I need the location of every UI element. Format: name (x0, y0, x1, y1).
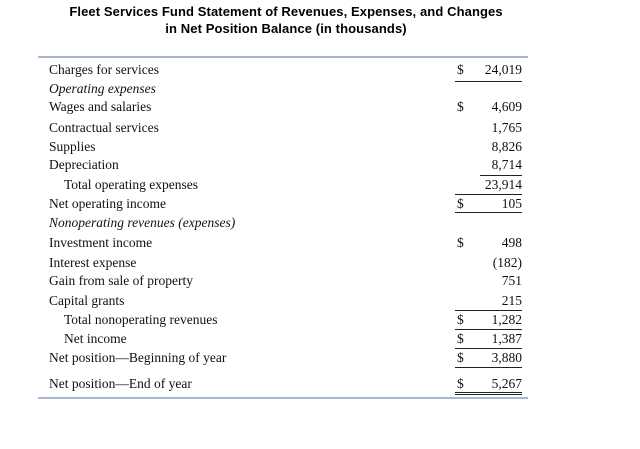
value-underline (455, 348, 522, 349)
row-label: Charges for services (49, 62, 159, 77)
dollar-sign: $ (457, 99, 464, 114)
dollar-sign: $ (457, 196, 464, 211)
value-underline (455, 329, 522, 330)
row-value: 215 (501, 293, 522, 308)
row-value: 1,765 (491, 120, 522, 135)
value-underline (455, 310, 522, 311)
value-double-underline (455, 394, 522, 395)
table-row: Wages and salaries $ 4,609 (0, 99, 640, 117)
table-row: Net income $ 1,387 (0, 331, 640, 349)
row-value: 5,267 (491, 376, 522, 391)
dollar-sign: $ (457, 331, 464, 346)
table-row: Gain from sale of property 751 (0, 273, 640, 291)
row-value: 1,387 (491, 331, 522, 346)
row-label: Wages and salaries (49, 99, 152, 114)
row-label: Net position—Beginning of year (49, 350, 227, 365)
row-label: Interest expense (49, 255, 137, 270)
statement-title-line-1: Fleet Services Fund Statement of Revenue… (69, 4, 503, 19)
row-label: Gain from sale of property (49, 273, 193, 288)
row-value: 24,019 (484, 62, 522, 77)
row-label: Depreciation (49, 157, 119, 172)
dollar-sign: $ (457, 235, 464, 250)
row-label: Total nonoperating revenues (64, 312, 218, 327)
dollar-sign: $ (457, 376, 464, 391)
section-heading: Operating expenses (49, 81, 156, 96)
value-double-underline (455, 392, 522, 393)
value-underline (480, 175, 522, 176)
row-value: 4,609 (491, 99, 522, 114)
row-value: 498 (501, 235, 522, 250)
row-value: (182) (492, 255, 522, 270)
table-row: Total operating expenses 23,914 (0, 177, 640, 195)
value-underline (455, 194, 522, 195)
row-value: 751 (501, 273, 522, 288)
row-value: 23,914 (484, 177, 522, 192)
table-row: Depreciation 8,714 (0, 157, 640, 175)
row-label: Capital grants (49, 293, 125, 308)
row-label: Net position—End of year (49, 376, 192, 391)
section-heading: Nonoperating revenues (expenses) (49, 215, 236, 230)
row-label: Net income (64, 331, 127, 346)
top-rule (38, 56, 528, 58)
row-label: Supplies (49, 139, 96, 154)
row-label: Total operating expenses (64, 177, 199, 192)
table-row: Interest expense (182) (0, 255, 640, 273)
table-row: Total nonoperating revenues $ 1,282 (0, 312, 640, 330)
table-row: Net position—End of year $ 5,267 (0, 376, 640, 394)
row-value: 3,880 (491, 350, 522, 365)
table-row: Contractual services 1,765 (0, 120, 640, 138)
row-value: 1,282 (491, 312, 522, 327)
table-row: Investment income $ 498 (0, 235, 640, 253)
value-underline (455, 212, 522, 213)
statement-title-line-2: in Net Position Balance (in thousands) (165, 21, 407, 36)
row-label: Net operating income (49, 196, 166, 211)
value-underline (455, 367, 522, 368)
row-label: Contractual services (49, 120, 159, 135)
dollar-sign: $ (457, 62, 464, 77)
table-row: Supplies 8,826 (0, 139, 640, 157)
row-label: Investment income (49, 235, 153, 250)
bottom-rule (38, 397, 528, 399)
table-row: Operating expenses (0, 81, 640, 99)
value-underline (455, 81, 522, 82)
row-value: 8,826 (491, 139, 522, 154)
dollar-sign: $ (457, 350, 464, 365)
table-row: Net operating income $ 105 (0, 196, 640, 214)
row-value: 105 (501, 196, 522, 211)
table-row: Charges for services $ 24,019 (0, 62, 640, 80)
dollar-sign: $ (457, 312, 464, 327)
table-row: Capital grants 215 (0, 293, 640, 311)
row-value: 8,714 (491, 157, 522, 172)
table-row: Net position—Beginning of year $ 3,880 (0, 350, 640, 368)
table-row: Nonoperating revenues (expenses) (0, 215, 640, 233)
